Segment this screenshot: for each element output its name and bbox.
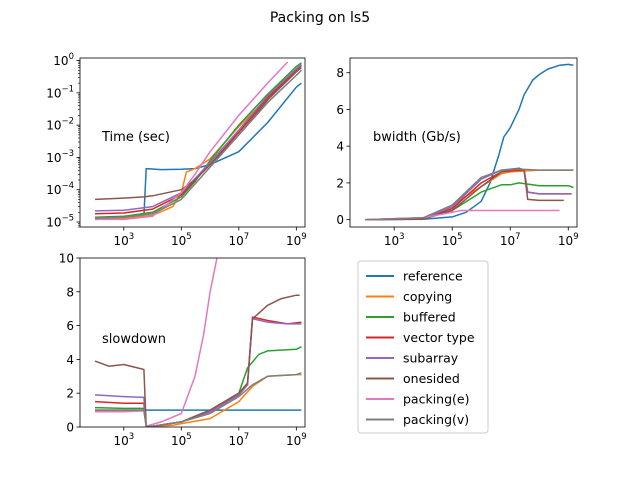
slowdown-series-subarray [94,318,302,427]
bandwidth-series-group [365,63,574,221]
slowdown-y-ticks: 0 2 4 6 8 10 [59,252,80,435]
legend-label-onesided: onesided [403,371,460,386]
legend-label-reference: reference [403,269,463,284]
time-series-packing-e [95,61,289,221]
time-x-ticks: 103 105 107 109 [113,227,307,248]
slowdown-y-tick-label: 4 [66,353,74,367]
slowdown-y-tick-label: 0 [66,421,74,435]
time-series-subarray [94,64,302,212]
slowdown-series-group [94,258,302,427]
bandwidth-y-tick-label: 2 [336,176,344,190]
legend-label-packing-v: packing(v) [403,412,469,427]
bandwidth-axes-frame [349,57,578,228]
slowdown-y-tick-label: 6 [66,319,74,333]
time-annotation: Time (sec) [101,130,170,145]
bandwidth-series-packing-e [365,209,560,221]
legend-label-packing-e: packing(e) [403,392,469,407]
legend: reference copying buffered vector type subar… [357,260,489,434]
bandwidth-y-ticks: 0 2 4 6 8 [336,66,350,227]
slowdown-y-tick-label: 2 [66,387,74,401]
time-series-group [94,61,302,221]
time-series-onesided [94,67,302,201]
slowdown-series-onesided [94,294,300,427]
legend-label-copying: copying [403,289,452,304]
slowdown-series-packing-e [95,258,218,427]
bandwidth-x-ticks: 103 105 107 109 [384,227,579,248]
slowdown-axes-frame [79,257,306,428]
legend-frame [357,260,489,434]
slowdown-y-tick-label: 10 [59,252,74,266]
legend-label-buffered: buffered [403,310,456,325]
time-axes-frame [79,57,306,228]
time-series-packing-v [94,69,302,220]
legend-entries: reference copying buffered vector type subar… [366,269,475,427]
bandwidth-y-tick-label: 6 [336,103,344,117]
legend-label-subarray: subarray [403,351,459,366]
slowdown-y-tick-label: 8 [66,285,74,299]
bandwidth-annotation: bwidth (Gb/s) [373,130,461,145]
bandwidth-series-reference [365,63,574,221]
slowdown-annotation: slowdown [102,332,166,347]
bandwidth-series-packing-v [365,168,574,221]
bandwidth-y-tick-label: 8 [336,66,344,80]
legend-label-vector-type: vector type [403,330,475,345]
bandwidth-panel: 103 105 107 109 0 2 4 6 8 bwidth (Gb/s) [336,57,579,248]
bandwidth-y-tick-label: 0 [336,213,344,227]
figure-title: Packing on ls5 [270,10,370,26]
slowdown-series-packing-v [95,372,302,427]
bandwidth-y-tick-label: 4 [336,140,344,154]
